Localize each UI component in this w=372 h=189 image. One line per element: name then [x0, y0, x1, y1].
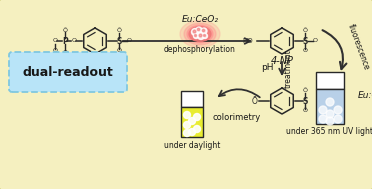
Circle shape [193, 125, 201, 132]
Text: O: O [52, 39, 58, 43]
Text: HO: HO [243, 38, 253, 44]
FancyBboxPatch shape [9, 52, 127, 92]
Text: O: O [126, 39, 131, 43]
Text: 4-NP: 4-NP [270, 56, 294, 66]
Circle shape [183, 122, 190, 129]
Text: Ō: Ō [302, 108, 308, 114]
Circle shape [326, 110, 334, 118]
Text: S: S [116, 36, 122, 46]
Circle shape [319, 106, 327, 114]
Text: O: O [71, 39, 77, 43]
Text: under 365 nm UV light: under 365 nm UV light [286, 128, 372, 136]
Ellipse shape [187, 25, 213, 43]
Circle shape [195, 35, 196, 36]
Text: Eu:CeO₂: Eu:CeO₂ [182, 15, 218, 23]
Circle shape [192, 29, 199, 36]
Text: Ō: Ō [302, 29, 308, 33]
Circle shape [197, 28, 200, 31]
Text: Eu:CeO₂: Eu:CeO₂ [358, 91, 372, 101]
Text: P: P [62, 36, 68, 46]
Text: O: O [62, 50, 67, 54]
Circle shape [202, 29, 205, 32]
Circle shape [201, 28, 207, 34]
Circle shape [189, 118, 196, 125]
Ellipse shape [180, 20, 220, 47]
Text: p-NPP: p-NPP [81, 56, 109, 66]
Circle shape [183, 129, 190, 136]
Text: Ō: Ō [116, 49, 122, 53]
Text: S: S [302, 97, 308, 105]
Text: fluorescence: fluorescence [346, 23, 371, 71]
Circle shape [319, 115, 327, 123]
Circle shape [198, 33, 205, 40]
Circle shape [326, 98, 334, 106]
Bar [316, 89, 344, 124]
Text: pH: pH [262, 63, 274, 71]
Circle shape [203, 35, 205, 36]
Circle shape [193, 30, 196, 33]
Circle shape [202, 33, 208, 39]
Circle shape [189, 129, 196, 136]
Bar [181, 107, 203, 137]
Text: under daylight: under daylight [164, 140, 220, 149]
Circle shape [199, 34, 202, 37]
Text: Ō: Ō [116, 29, 122, 33]
Text: Ō: Ō [62, 28, 67, 33]
Bar [181, 91, 203, 107]
Text: S: S [302, 36, 308, 46]
Text: O: O [312, 39, 317, 43]
Text: O: O [52, 49, 58, 53]
Text: colorimetry: colorimetry [213, 112, 261, 122]
Ellipse shape [189, 26, 211, 42]
Circle shape [334, 106, 342, 114]
Ellipse shape [184, 23, 216, 45]
Circle shape [183, 112, 190, 119]
Circle shape [326, 117, 334, 125]
Text: dual-readout: dual-readout [23, 66, 113, 78]
Circle shape [193, 114, 201, 121]
Circle shape [193, 33, 199, 39]
Bar [316, 72, 344, 89]
Circle shape [196, 27, 202, 33]
Text: Ō: Ō [302, 88, 308, 94]
Text: treatment: treatment [283, 50, 292, 88]
Text: Ō: Ō [252, 97, 258, 105]
Text: dephosphorylation: dephosphorylation [164, 44, 236, 53]
Circle shape [334, 115, 342, 123]
Text: O: O [302, 49, 308, 53]
